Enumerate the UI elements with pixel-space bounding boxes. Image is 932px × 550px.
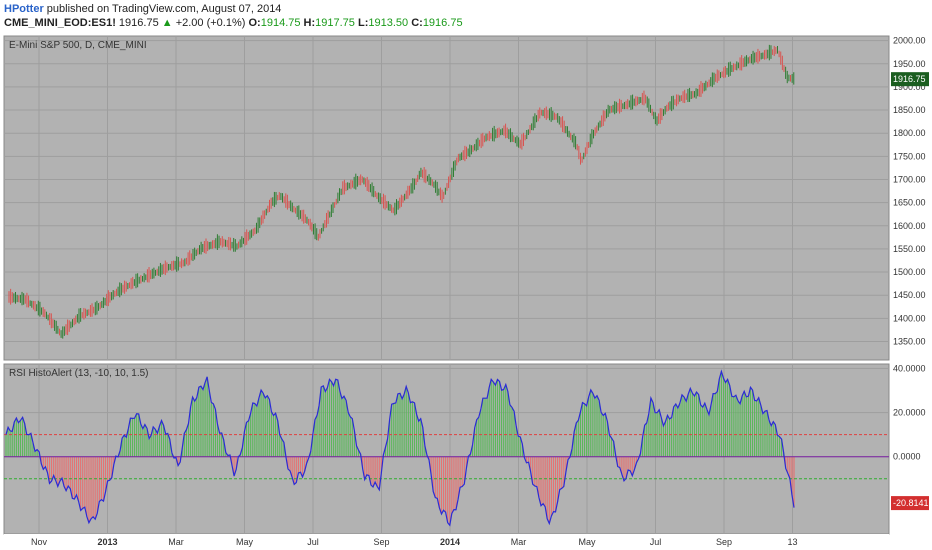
price-tick-label: 1900.00 (893, 82, 926, 92)
price-tick-label: 1750.00 (893, 151, 926, 161)
last-price-tag-label: 1916.75 (893, 74, 926, 84)
x-tick-label: 2014 (440, 537, 460, 547)
symbol-name: CME_MINI_EOD:ES1! (4, 17, 116, 29)
chart-canvas[interactable]: 2000.00 1950.00 1900.00 1850.00 1800.00 1750.… (0, 32, 932, 550)
price-tick-label: 1850.00 (893, 105, 926, 115)
low-label: L: (357, 17, 369, 29)
rsi-value-tag (891, 496, 929, 511)
price-tick-label: 1400.00 (893, 313, 926, 323)
x-tick-label: Nov (31, 537, 48, 547)
price-tick-label: 1650.00 (893, 198, 926, 208)
x-tick-label: May (236, 537, 254, 547)
rsi-title: RSI HistoAlert (13, -10, 10, 1.5) (9, 368, 149, 379)
rsi-value-tag-label: -20.8141 (893, 498, 929, 508)
quote-line: CME_MINI_EOD:ES1! 1916.75 ▲ +2.00 (+0.1%… (4, 17, 463, 29)
price-tick-label: 1600.00 (893, 221, 926, 231)
price-tick-label: 1500.00 (893, 267, 926, 277)
publish-line: HPotter published on TradingView.com, Au… (4, 3, 281, 15)
x-tick-label: Sep (716, 537, 732, 547)
x-tick-label: Mar (511, 537, 527, 547)
high-value: 1917.75 (315, 17, 355, 29)
published-text: published on TradingView.com, August 07,… (46, 3, 282, 15)
low-value: 1913.50 (368, 17, 409, 29)
price-tick-label: 2000.00 (893, 36, 926, 46)
price-change: +2.00 (+0.1%) (175, 17, 246, 29)
x-tick-label: 13 (787, 537, 797, 547)
price-tick-label: 1700.00 (893, 174, 926, 184)
high-label: H: (303, 17, 316, 29)
open-value: 1914.75 (260, 17, 301, 29)
close-label: C: (411, 17, 423, 29)
price-tick-label: 1550.00 (893, 244, 926, 254)
open-label: O: (248, 17, 261, 29)
price-tick-label: 1950.00 (893, 59, 926, 69)
price-tick-label: 1800.00 (893, 128, 926, 138)
price-pane (3, 35, 890, 361)
x-tick-label: May (578, 537, 596, 547)
close-value: 1916.75 (422, 17, 463, 29)
x-tick-label: Jul (307, 537, 319, 547)
price-tick-label: 1350.00 (893, 336, 926, 346)
rsi-tick-label: 40.0000 (893, 363, 926, 373)
time-axis-bg (4, 534, 889, 548)
rsi-line (5, 369, 795, 527)
x-tick-label: Jul (650, 537, 662, 547)
rsi-tick-label: 20.0000 (893, 408, 926, 418)
author-link[interactable]: HPotter (4, 3, 44, 15)
last-price-tag (891, 72, 929, 87)
x-tick-label: Sep (373, 537, 389, 547)
x-tick-label: 2013 (97, 537, 117, 547)
up-arrow-icon: ▲ (161, 17, 173, 29)
price-title: E-Mini S&P 500, D, CME_MINI (9, 40, 147, 51)
x-tick-label: Mar (168, 537, 184, 547)
price-tick-label: 1450.00 (893, 290, 926, 300)
rsi-tick-label: 0.0000 (893, 452, 921, 462)
last-price: 1916.75 (118, 17, 159, 29)
